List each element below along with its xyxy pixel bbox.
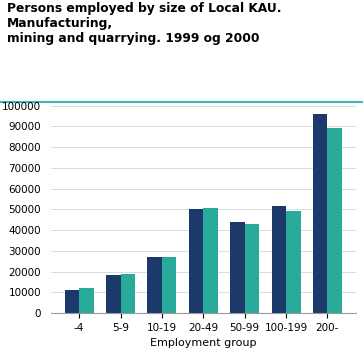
Bar xyxy=(245,224,259,313)
Bar xyxy=(65,290,79,313)
Bar xyxy=(189,209,203,313)
Bar xyxy=(286,211,301,313)
Bar xyxy=(313,114,327,313)
Bar xyxy=(272,206,286,313)
Bar xyxy=(121,274,135,313)
Bar xyxy=(162,257,176,313)
X-axis label: Employment group: Employment group xyxy=(150,338,257,348)
Bar xyxy=(147,257,162,313)
Bar xyxy=(230,222,245,313)
Bar xyxy=(203,208,218,313)
Bar xyxy=(327,128,342,313)
Bar xyxy=(79,288,94,313)
Text: Persons employed by size of Local KAU. Manufacturing,
mining and quarrying. 1999: Persons employed by size of Local KAU. M… xyxy=(7,2,282,45)
Bar xyxy=(106,275,121,313)
